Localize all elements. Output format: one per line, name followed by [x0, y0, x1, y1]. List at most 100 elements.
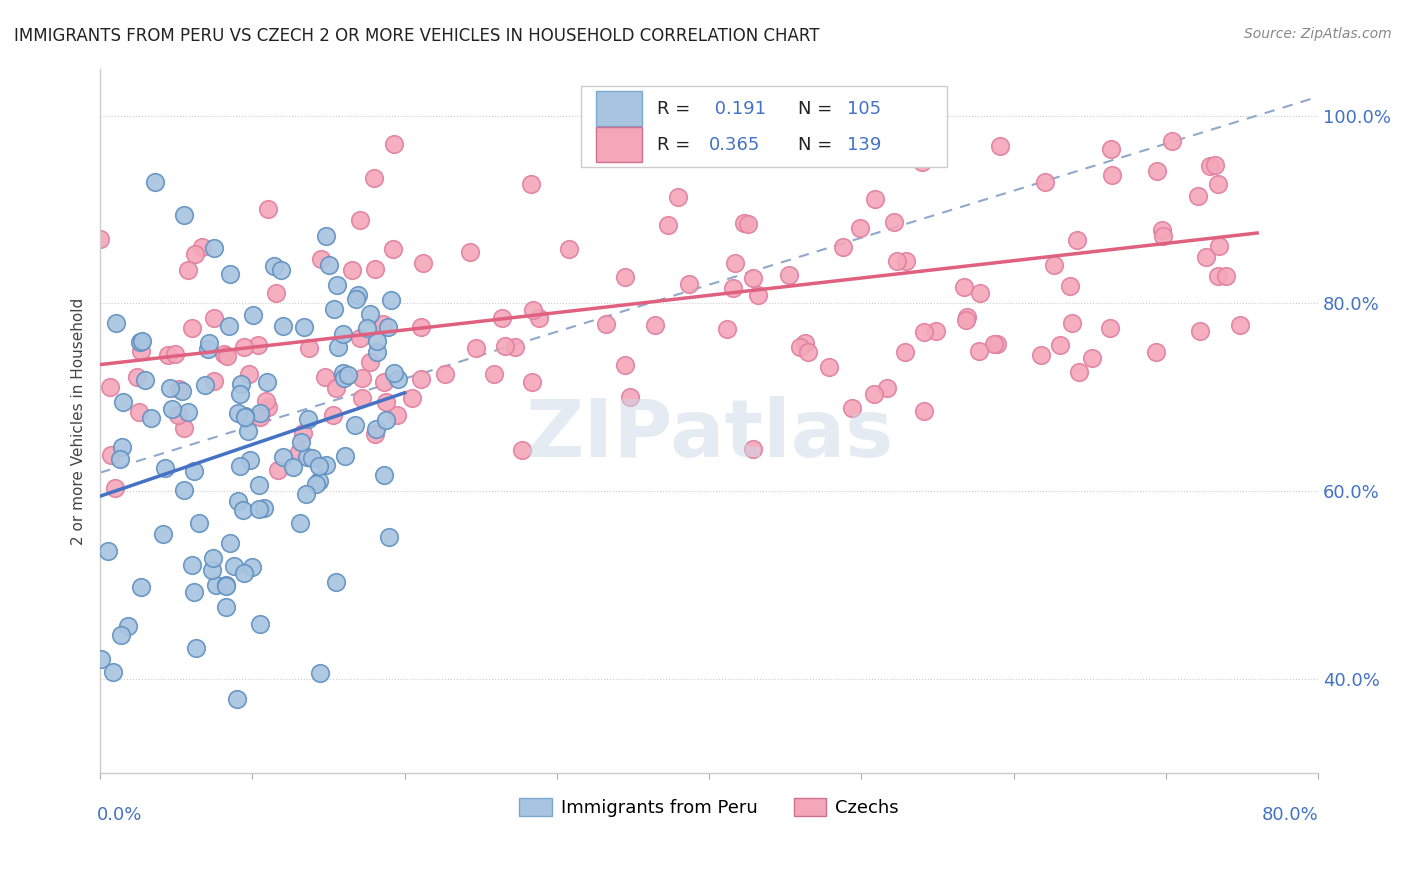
Point: [165, 347, 187, 361]
Point: [1033, 175, 1056, 189]
Point: [364, 262, 387, 277]
Point: [225, 691, 247, 706]
Point: [512, 443, 534, 458]
Point: [356, 321, 378, 335]
Point: [863, 387, 886, 401]
Point: [1081, 351, 1104, 365]
Point: [352, 371, 374, 385]
Point: [105, 316, 128, 330]
Point: [797, 344, 820, 359]
Point: [153, 461, 176, 475]
Text: 105: 105: [846, 100, 882, 118]
Point: [374, 394, 396, 409]
Point: [326, 340, 349, 354]
Point: [818, 360, 841, 375]
Point: [111, 440, 134, 454]
Point: [170, 384, 193, 398]
Point: [366, 334, 388, 348]
Point: [912, 404, 935, 418]
Point: [1101, 168, 1123, 182]
Point: [969, 343, 991, 358]
Point: [520, 177, 543, 191]
Point: [97, 543, 120, 558]
Point: [139, 410, 162, 425]
Point: [249, 409, 271, 424]
Point: [912, 325, 935, 339]
Point: [218, 318, 240, 333]
Point: [173, 483, 195, 498]
Point: [886, 253, 908, 268]
Point: [101, 665, 124, 679]
Point: [1152, 222, 1174, 236]
Point: [381, 242, 404, 256]
Point: [249, 407, 271, 421]
Point: [1208, 178, 1230, 192]
Point: [271, 450, 294, 464]
Point: [264, 285, 287, 300]
Point: [894, 345, 917, 359]
Point: [742, 442, 765, 457]
Point: [366, 345, 388, 359]
Point: [350, 391, 373, 405]
Point: [527, 311, 550, 326]
Point: [240, 560, 263, 574]
Point: [1144, 345, 1167, 359]
Point: [1187, 189, 1209, 203]
Point: [464, 341, 486, 355]
Point: [292, 426, 315, 441]
Point: [232, 340, 254, 354]
Y-axis label: 2 or more Vehicles in Household: 2 or more Vehicles in Household: [72, 297, 86, 545]
Point: [238, 367, 260, 381]
Point: [219, 268, 242, 282]
Point: [202, 241, 225, 255]
Point: [89, 232, 111, 246]
Point: [371, 317, 394, 331]
Point: [1049, 338, 1071, 352]
Point: [373, 468, 395, 483]
Point: [215, 578, 238, 592]
Point: [198, 335, 221, 350]
Point: [183, 585, 205, 599]
Point: [215, 349, 238, 363]
Point: [666, 190, 689, 204]
Point: [308, 475, 330, 489]
Point: [953, 280, 976, 294]
Point: [911, 154, 934, 169]
Point: [1059, 279, 1081, 293]
Point: [412, 255, 434, 269]
Point: [716, 322, 738, 336]
Point: [1204, 158, 1226, 172]
Point: [434, 367, 457, 381]
Point: [249, 616, 271, 631]
Point: [924, 324, 946, 338]
Point: [657, 218, 679, 232]
Point: [401, 391, 423, 405]
Point: [1215, 269, 1237, 284]
Point: [522, 302, 544, 317]
Point: [378, 530, 401, 544]
Point: [305, 477, 328, 491]
Point: [129, 335, 152, 350]
Point: [242, 308, 264, 322]
Point: [236, 424, 259, 438]
Point: [1060, 316, 1083, 330]
Point: [841, 401, 863, 415]
Point: [619, 390, 641, 404]
Point: [332, 326, 354, 341]
Point: [267, 463, 290, 477]
Point: [309, 252, 332, 266]
Point: [1152, 228, 1174, 243]
Point: [134, 372, 156, 386]
Text: R =: R =: [657, 136, 696, 153]
Point: [159, 381, 181, 395]
Point: [1029, 348, 1052, 362]
Point: [131, 334, 153, 349]
Point: [308, 458, 330, 473]
Point: [747, 288, 769, 302]
Point: [1208, 238, 1230, 252]
Point: [323, 302, 346, 317]
Point: [1229, 318, 1251, 332]
Point: [387, 372, 409, 386]
Point: [254, 393, 277, 408]
Point: [247, 477, 270, 491]
